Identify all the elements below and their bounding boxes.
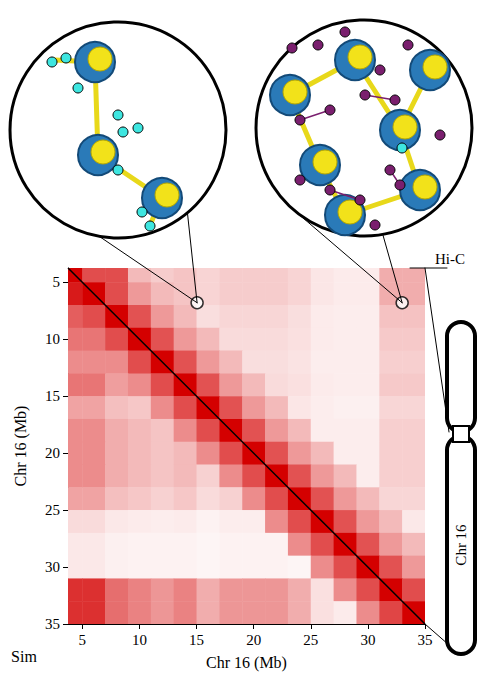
svg-text:Chr 16: Chr 16 — [453, 524, 469, 566]
svg-text:15: 15 — [189, 632, 204, 648]
svg-text:30: 30 — [45, 559, 60, 575]
svg-text:35: 35 — [418, 632, 433, 648]
svg-text:Hi-C: Hi-C — [435, 251, 465, 267]
svg-text:Sim: Sim — [11, 648, 37, 665]
svg-text:35: 35 — [45, 616, 60, 632]
svg-text:5: 5 — [79, 632, 87, 648]
svg-text:15: 15 — [45, 388, 60, 404]
svg-text:20: 20 — [45, 445, 60, 461]
svg-text:25: 25 — [303, 632, 318, 648]
svg-text:10: 10 — [45, 331, 60, 347]
svg-text:25: 25 — [45, 502, 60, 518]
svg-text:10: 10 — [132, 632, 147, 648]
svg-text:Chr 16 (Mb): Chr 16 (Mb) — [206, 654, 287, 672]
svg-text:30: 30 — [360, 632, 375, 648]
svg-text:5: 5 — [53, 274, 61, 290]
svg-text:20: 20 — [246, 632, 261, 648]
svg-text:Chr 16 (Mb): Chr 16 (Mb) — [12, 406, 30, 487]
